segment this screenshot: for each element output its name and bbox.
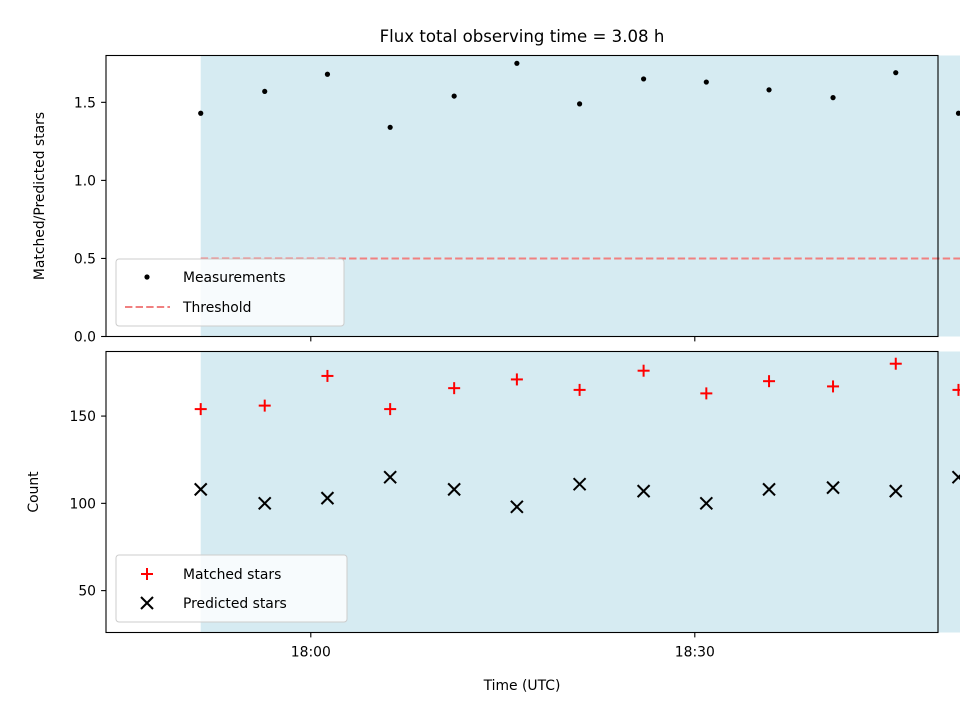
matched-star-point — [258, 399, 271, 412]
legend-predicted-marker — [140, 596, 154, 610]
predicted-star-point — [320, 491, 335, 505]
legend-predicted-label: Predicted stars — [183, 596, 287, 612]
ratio-ylabel: Matched/Predicted stars — [32, 112, 48, 280]
measurement-point — [955, 110, 960, 116]
ratio-axes-frame — [105, 54, 939, 338]
ytick-label: 100 — [69, 496, 96, 512]
matched-star-point — [194, 403, 207, 416]
measurement-point — [830, 95, 836, 101]
measurement-point — [451, 93, 457, 99]
counts-ylabel: Count — [26, 471, 42, 513]
measurement-point — [577, 101, 583, 107]
measurement-point — [387, 124, 393, 130]
counts-yticks: 50 100 150 — [69, 409, 106, 600]
legend-matched-label: Matched stars — [183, 567, 281, 583]
ytick-label: 0.5 — [74, 251, 96, 267]
predicted-star-point — [699, 496, 714, 511]
legend-measurements-marker — [144, 274, 150, 280]
xtick-label: 18:00 — [291, 645, 331, 661]
legend-matched-marker — [141, 568, 153, 580]
counts-marks — [194, 357, 960, 514]
chart-title: Flux total observing time = 3.08 h — [380, 27, 665, 46]
matched-star-point — [384, 403, 397, 416]
ratio-marks — [198, 60, 960, 130]
ytick-label: 0.0 — [74, 330, 96, 346]
legend-measurements-label: Measurements — [183, 270, 286, 286]
matched-star-point — [889, 357, 902, 370]
ratio-xticks — [310, 336, 696, 342]
predicted-star-point — [510, 500, 524, 514]
legend-threshold-label: Threshold — [182, 300, 251, 316]
ytick-label: 1.5 — [74, 95, 96, 111]
ytick-label: 150 — [69, 409, 96, 425]
ratio-panel: 0.0 0.5 1.0 1.5 Matched/Predicted stars Mea… — [32, 54, 960, 346]
predicted-star-point — [258, 496, 272, 511]
predicted-star-point — [889, 484, 903, 498]
ratio-yticks: 0.0 0.5 1.0 1.5 — [74, 95, 106, 346]
x-axis-label: Time (UTC) — [483, 678, 561, 694]
matched-star-point — [763, 375, 776, 388]
measurement-point — [641, 76, 647, 82]
counts-axes-frame — [105, 350, 939, 634]
ytick-label: 50 — [78, 584, 96, 600]
predicted-star-point — [951, 470, 960, 484]
predicted-star-point — [762, 482, 776, 497]
matched-star-point — [448, 382, 461, 395]
measurement-point — [893, 70, 899, 76]
predicted-star-point — [447, 482, 461, 497]
matched-star-point — [700, 387, 713, 400]
predicted-star-point — [826, 480, 840, 495]
counts-legend-box — [115, 554, 348, 623]
measurement-point — [766, 87, 772, 93]
predicted-star-point — [194, 482, 208, 497]
counts-legend: Matched stars Predicted stars — [115, 554, 348, 623]
matched-star-point — [510, 373, 523, 386]
measurement-point — [262, 88, 268, 95]
predicted-star-point — [383, 470, 397, 484]
measurement-point — [514, 60, 520, 66]
measurement-point — [324, 71, 331, 77]
measurement-point — [703, 79, 709, 85]
matched-star-point — [952, 383, 960, 396]
predicted-star-point — [572, 477, 587, 491]
ytick-label: 1.0 — [74, 173, 96, 189]
matched-star-point — [827, 380, 840, 393]
matched-star-point — [321, 369, 334, 382]
ratio-legend: Measurements Threshold — [115, 258, 345, 327]
predicted-star-point — [636, 484, 651, 498]
measurement-point — [198, 110, 204, 116]
matched-star-point — [637, 364, 650, 377]
matched-star-point — [573, 383, 586, 396]
ratio-legend-box — [115, 258, 345, 327]
xtick-label: 18:30 — [675, 645, 715, 661]
